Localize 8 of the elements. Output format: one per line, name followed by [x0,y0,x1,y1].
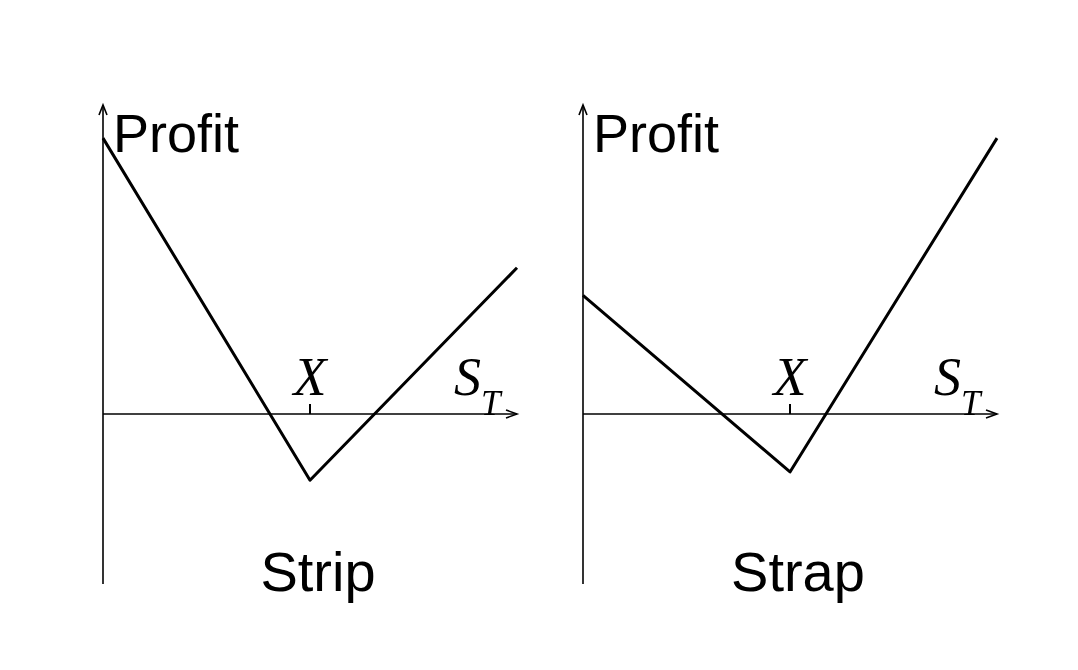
text: Strap [731,540,865,603]
text: Strip [260,540,376,603]
annotation: X [291,347,329,407]
x-axis-title: S$_{T}$ [934,347,983,423]
x-axis-title: S$_{T}$ [454,347,503,423]
y-axis-title: Profit [113,103,240,163]
y-axis-title: Profit [593,103,720,163]
annotation: X [771,347,809,407]
